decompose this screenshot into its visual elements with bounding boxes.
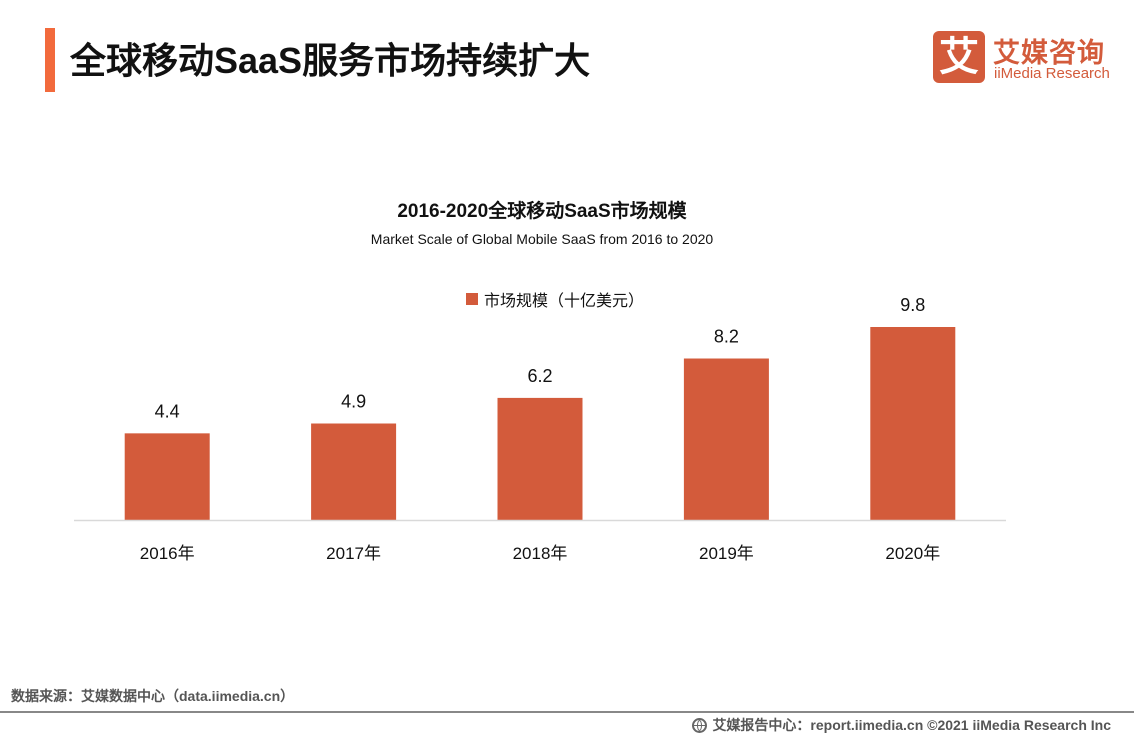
bars-layer: 4.4 2016年 4.9 2017年 6.2 2018年 8.2 2019年 9.8 2020年 <box>124 295 956 563</box>
logo-name-cn: 艾媒咨询 <box>993 38 1105 68</box>
x-tick-label: 2020年 <box>885 544 940 563</box>
footer-credit-text: 艾媒报告中心：report.iimedia.cn ©2021 iiMedia R… <box>712 717 1111 733</box>
title-accent-bar <box>45 28 55 92</box>
legend-swatch <box>466 293 478 305</box>
data-label: 4.9 <box>341 392 366 412</box>
footer-credit: 艾媒报告中心：report.iimedia.cn ©2021 iiMedia R… <box>692 715 1111 735</box>
x-tick-label: 2019年 <box>699 544 754 563</box>
chart-legend: 市场规模（十亿美元） <box>466 287 644 311</box>
bar-1 <box>311 423 397 520</box>
chart-title: 2016-2020全球移动SaaS市场规模 <box>397 201 687 222</box>
bar-0 <box>124 433 210 520</box>
chart-subtitle: Market Scale of Global Mobile SaaS from … <box>370 231 714 247</box>
bar-2 <box>497 397 583 520</box>
data-source: 数据来源：艾媒数据中心（data.iimedia.cn） <box>11 688 295 704</box>
footer-divider <box>0 711 1134 713</box>
logo-mark-icon: 艾 <box>933 31 985 83</box>
data-label: 4.4 <box>155 401 180 421</box>
x-tick-label: 2016年 <box>140 544 195 563</box>
iimedia-logo: 艾 艾媒咨询 iiMedia Research <box>933 31 1113 85</box>
x-tick-label: 2017年 <box>326 544 381 563</box>
data-label: 8.2 <box>714 327 739 347</box>
x-tick-label: 2018年 <box>513 544 568 563</box>
legend-label: 市场规模（十亿美元） <box>484 293 645 310</box>
bar-4 <box>870 327 956 520</box>
data-label: 6.2 <box>527 366 552 386</box>
page-title: 全球移动SaaS服务市场持续扩大 <box>70 40 591 81</box>
globe-icon <box>692 717 708 733</box>
data-label: 9.8 <box>900 295 925 315</box>
bar-chart: 4.4 2016年 4.9 2017年 6.2 2018年 8.2 2019年 9.8 2020年 <box>74 295 1006 563</box>
bar-3 <box>683 358 769 520</box>
logo-name-en: iiMedia Research <box>994 65 1110 82</box>
